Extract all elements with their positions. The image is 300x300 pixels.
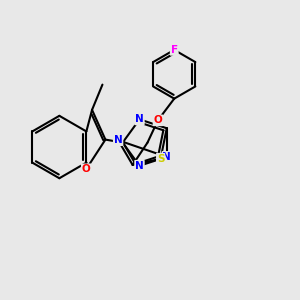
Text: N: N	[114, 135, 122, 145]
Text: N: N	[135, 161, 144, 171]
Text: O: O	[154, 115, 162, 125]
Text: O: O	[82, 164, 91, 174]
Text: N: N	[135, 114, 144, 124]
Text: S: S	[157, 154, 164, 164]
Text: N: N	[162, 152, 171, 162]
Text: F: F	[171, 45, 178, 55]
